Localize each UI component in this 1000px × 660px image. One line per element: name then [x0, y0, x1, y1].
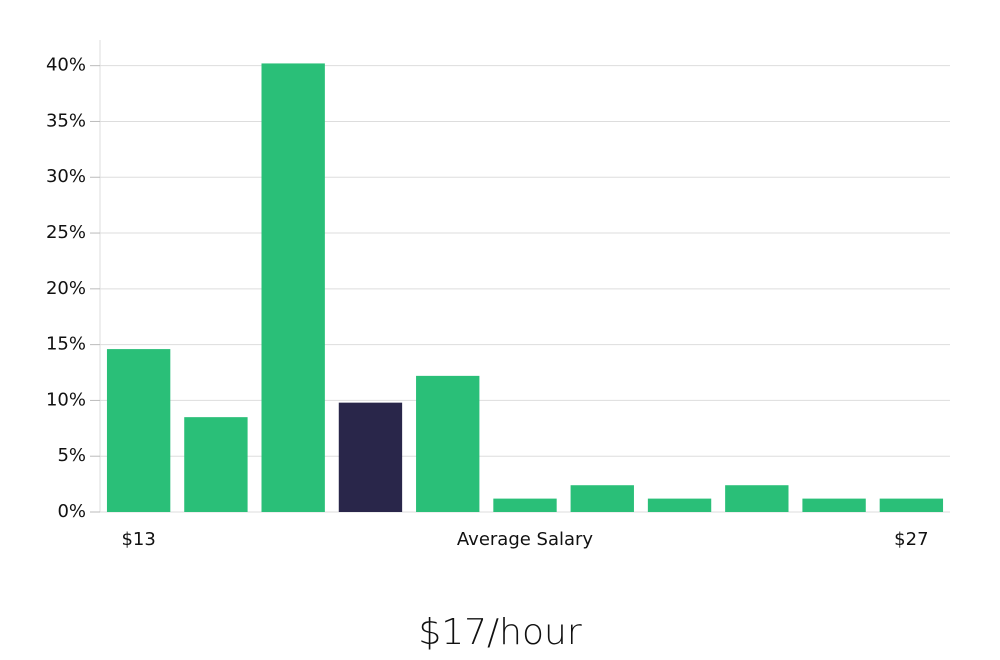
y-tick-label: 0% — [57, 501, 86, 522]
x-axis-label: Average Salary — [457, 529, 594, 550]
bar — [416, 375, 480, 512]
y-tick-label: 30% — [46, 166, 86, 187]
x-tick-label: $27 — [894, 529, 928, 550]
bar — [570, 485, 634, 512]
y-tick-label: 25% — [46, 222, 86, 243]
y-tick-label: 10% — [46, 389, 86, 410]
chart-title: $17/hour — [418, 612, 582, 653]
y-tick-label: 15% — [46, 334, 86, 355]
bar — [879, 498, 944, 512]
bar — [184, 417, 248, 512]
y-tick-label: 40% — [46, 55, 86, 76]
bar — [261, 63, 325, 513]
y-tick-label: 20% — [46, 278, 86, 299]
bar — [106, 349, 171, 512]
bar — [802, 498, 866, 512]
y-tick-label: 35% — [46, 110, 86, 131]
bar — [338, 402, 403, 512]
bar — [647, 498, 712, 512]
y-tick-label: 5% — [57, 445, 86, 466]
bar — [493, 498, 557, 512]
x-tick-label: $13 — [121, 529, 155, 550]
bar — [725, 485, 789, 512]
